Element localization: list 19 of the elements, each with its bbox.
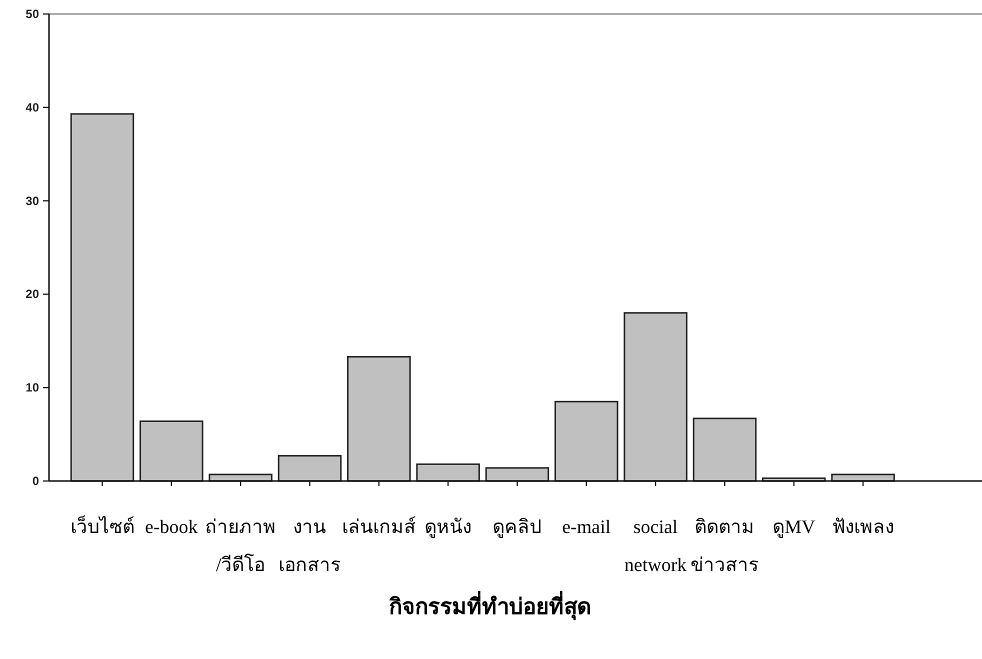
x-tick-label: เว็บไซต์ [70, 514, 134, 538]
x-tick-label: ดูคลิป [492, 517, 542, 538]
y-tick-label: 50 [26, 7, 40, 21]
x-tick-label: ดูหนัง [424, 517, 472, 538]
x-tick-label: ถ่ายภาพ /วีดีโอ [205, 517, 276, 576]
y-tick-label: 20 [26, 287, 40, 302]
x-tick-label: ฟังเพลง [832, 517, 894, 538]
y-tick-label: 0 [32, 474, 40, 488]
x-tick-label: e-mail [562, 517, 611, 538]
y-tick-label: 10 [26, 380, 40, 395]
x-axis-title: กิจกรรมที่ทำบ่อยที่สุด [389, 590, 591, 621]
y-tick-label: 30 [26, 194, 40, 208]
x-tick-label: social network [624, 517, 688, 576]
x-tick-label: e-book [145, 517, 198, 538]
x-tick-label: ติดตาม ข่าวสาร [690, 517, 759, 576]
y-tick-label: 40 [26, 100, 40, 114]
x-tick-label: ดูMV [772, 517, 816, 538]
x-tick-label: งาน เอกสาร [278, 517, 341, 576]
x-tick-label: เล่นเกมส์ [342, 516, 416, 538]
